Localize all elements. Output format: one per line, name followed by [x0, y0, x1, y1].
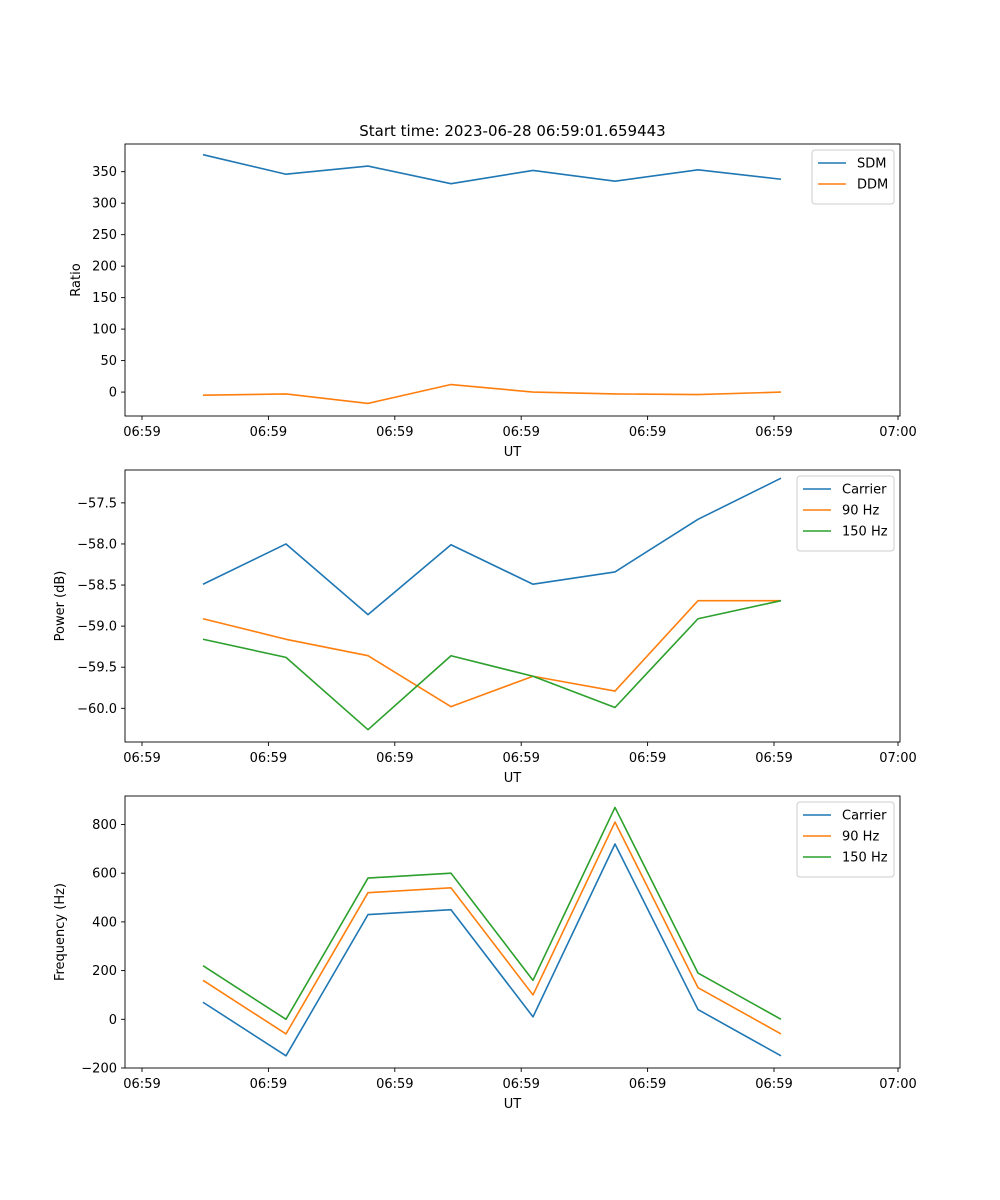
y-tick-label: 200	[92, 964, 117, 979]
series-line-90-hz	[202, 821, 782, 1035]
legend-label: 150 Hz	[842, 851, 888, 866]
series-line-150-hz	[202, 599, 782, 731]
y-tick-label: 150	[92, 291, 117, 306]
chart-panel-3: 06:59 06:59 06:59 06:59 06:59 06:59 07:00 −200 0…	[53, 795, 917, 1112]
series-line-150-hz	[202, 806, 782, 1021]
series-line-sdm	[202, 153, 782, 185]
legend-label: 150 Hz	[842, 525, 888, 540]
y-axis-label: Ratio	[69, 263, 84, 296]
y-tick-label: 0	[109, 386, 117, 401]
legend-label: Carrier	[842, 809, 887, 824]
y-tick-label: 800	[92, 818, 117, 833]
legend: Carrier 90 Hz 150 Hz	[796, 475, 895, 552]
y-tick-label: 50	[100, 354, 117, 369]
x-tick-label: 06:59	[376, 1077, 413, 1092]
x-tick-label: 06:59	[502, 425, 539, 440]
x-tick-label: 06:59	[629, 425, 666, 440]
y-tick-label: −57.5	[77, 496, 117, 511]
axes-frame	[124, 795, 901, 1069]
y-axis-label: Power (dB)	[53, 571, 68, 642]
x-tick-label: 07:00	[879, 425, 916, 440]
x-tick-label: 06:59	[376, 425, 413, 440]
x-tick-label: 06:59	[629, 751, 666, 766]
y-tick-label: 200	[92, 260, 117, 275]
legend-label: 90 Hz	[842, 830, 879, 845]
legend-label: DDM	[857, 178, 888, 193]
y-tick-label: −59.5	[77, 661, 117, 676]
y-tick-label: 0	[109, 1013, 117, 1028]
x-tick-label: 06:59	[502, 751, 539, 766]
legend-label: 90 Hz	[842, 504, 879, 519]
series-line-carrier	[202, 477, 782, 616]
x-axis-label: UT	[504, 445, 522, 460]
x-tick-label: 06:59	[376, 751, 413, 766]
x-tick-label: 06:59	[755, 1077, 792, 1092]
chart-panel-1: 06:59 06:59 06:59 06:59 06:59 06:59 07:00 0 50 10…	[69, 143, 917, 460]
axes-frame	[124, 143, 901, 417]
y-tick-label: 400	[92, 915, 117, 930]
chart-panel-2: 06:59 06:59 06:59 06:59 06:59 06:59 07:00 −60.0…	[53, 469, 917, 786]
x-tick-label: 07:00	[879, 751, 916, 766]
x-tick-label: 06:59	[123, 425, 160, 440]
series-line-carrier	[202, 843, 782, 1057]
legend: Carrier 90 Hz 150 Hz	[796, 801, 895, 878]
legend-label: Carrier	[842, 483, 887, 498]
series-line-ddm	[202, 383, 782, 405]
legend-box	[796, 801, 895, 878]
y-tick-label: 250	[92, 228, 117, 243]
x-tick-label: 06:59	[250, 1077, 287, 1092]
y-tick-label: −58.5	[77, 579, 117, 594]
y-tick-label: −60.0	[77, 702, 117, 717]
y-tick-label: 100	[92, 323, 117, 338]
x-tick-label: 06:59	[502, 1077, 539, 1092]
x-tick-label: 06:59	[755, 425, 792, 440]
legend-label: SDM	[857, 157, 886, 172]
y-tick-label: −58.0	[77, 537, 117, 552]
x-tick-label: 06:59	[123, 1077, 160, 1092]
x-tick-label: 06:59	[250, 425, 287, 440]
y-tick-label: 600	[92, 867, 117, 882]
legend-box	[796, 475, 895, 552]
y-tick-label: 350	[92, 165, 117, 180]
axes-frame	[124, 469, 901, 743]
figure-title: Start time: 2023-06-28 06:59:01.659443	[359, 122, 665, 140]
x-tick-label: 06:59	[250, 751, 287, 766]
x-tick-label: 06:59	[123, 751, 160, 766]
y-axis-label: Frequency (Hz)	[53, 883, 68, 981]
legend: SDM DDM	[811, 149, 895, 205]
series-line-90-hz	[202, 599, 781, 708]
y-tick-label: −200	[81, 1062, 117, 1077]
y-tick-label: −59.0	[77, 620, 117, 635]
x-tick-label: 06:59	[755, 751, 792, 766]
x-tick-label: 06:59	[629, 1077, 666, 1092]
y-tick-label: 300	[92, 197, 117, 212]
x-axis-label: UT	[504, 1097, 522, 1112]
x-axis-label: UT	[504, 771, 522, 786]
x-tick-label: 07:00	[879, 1077, 916, 1092]
